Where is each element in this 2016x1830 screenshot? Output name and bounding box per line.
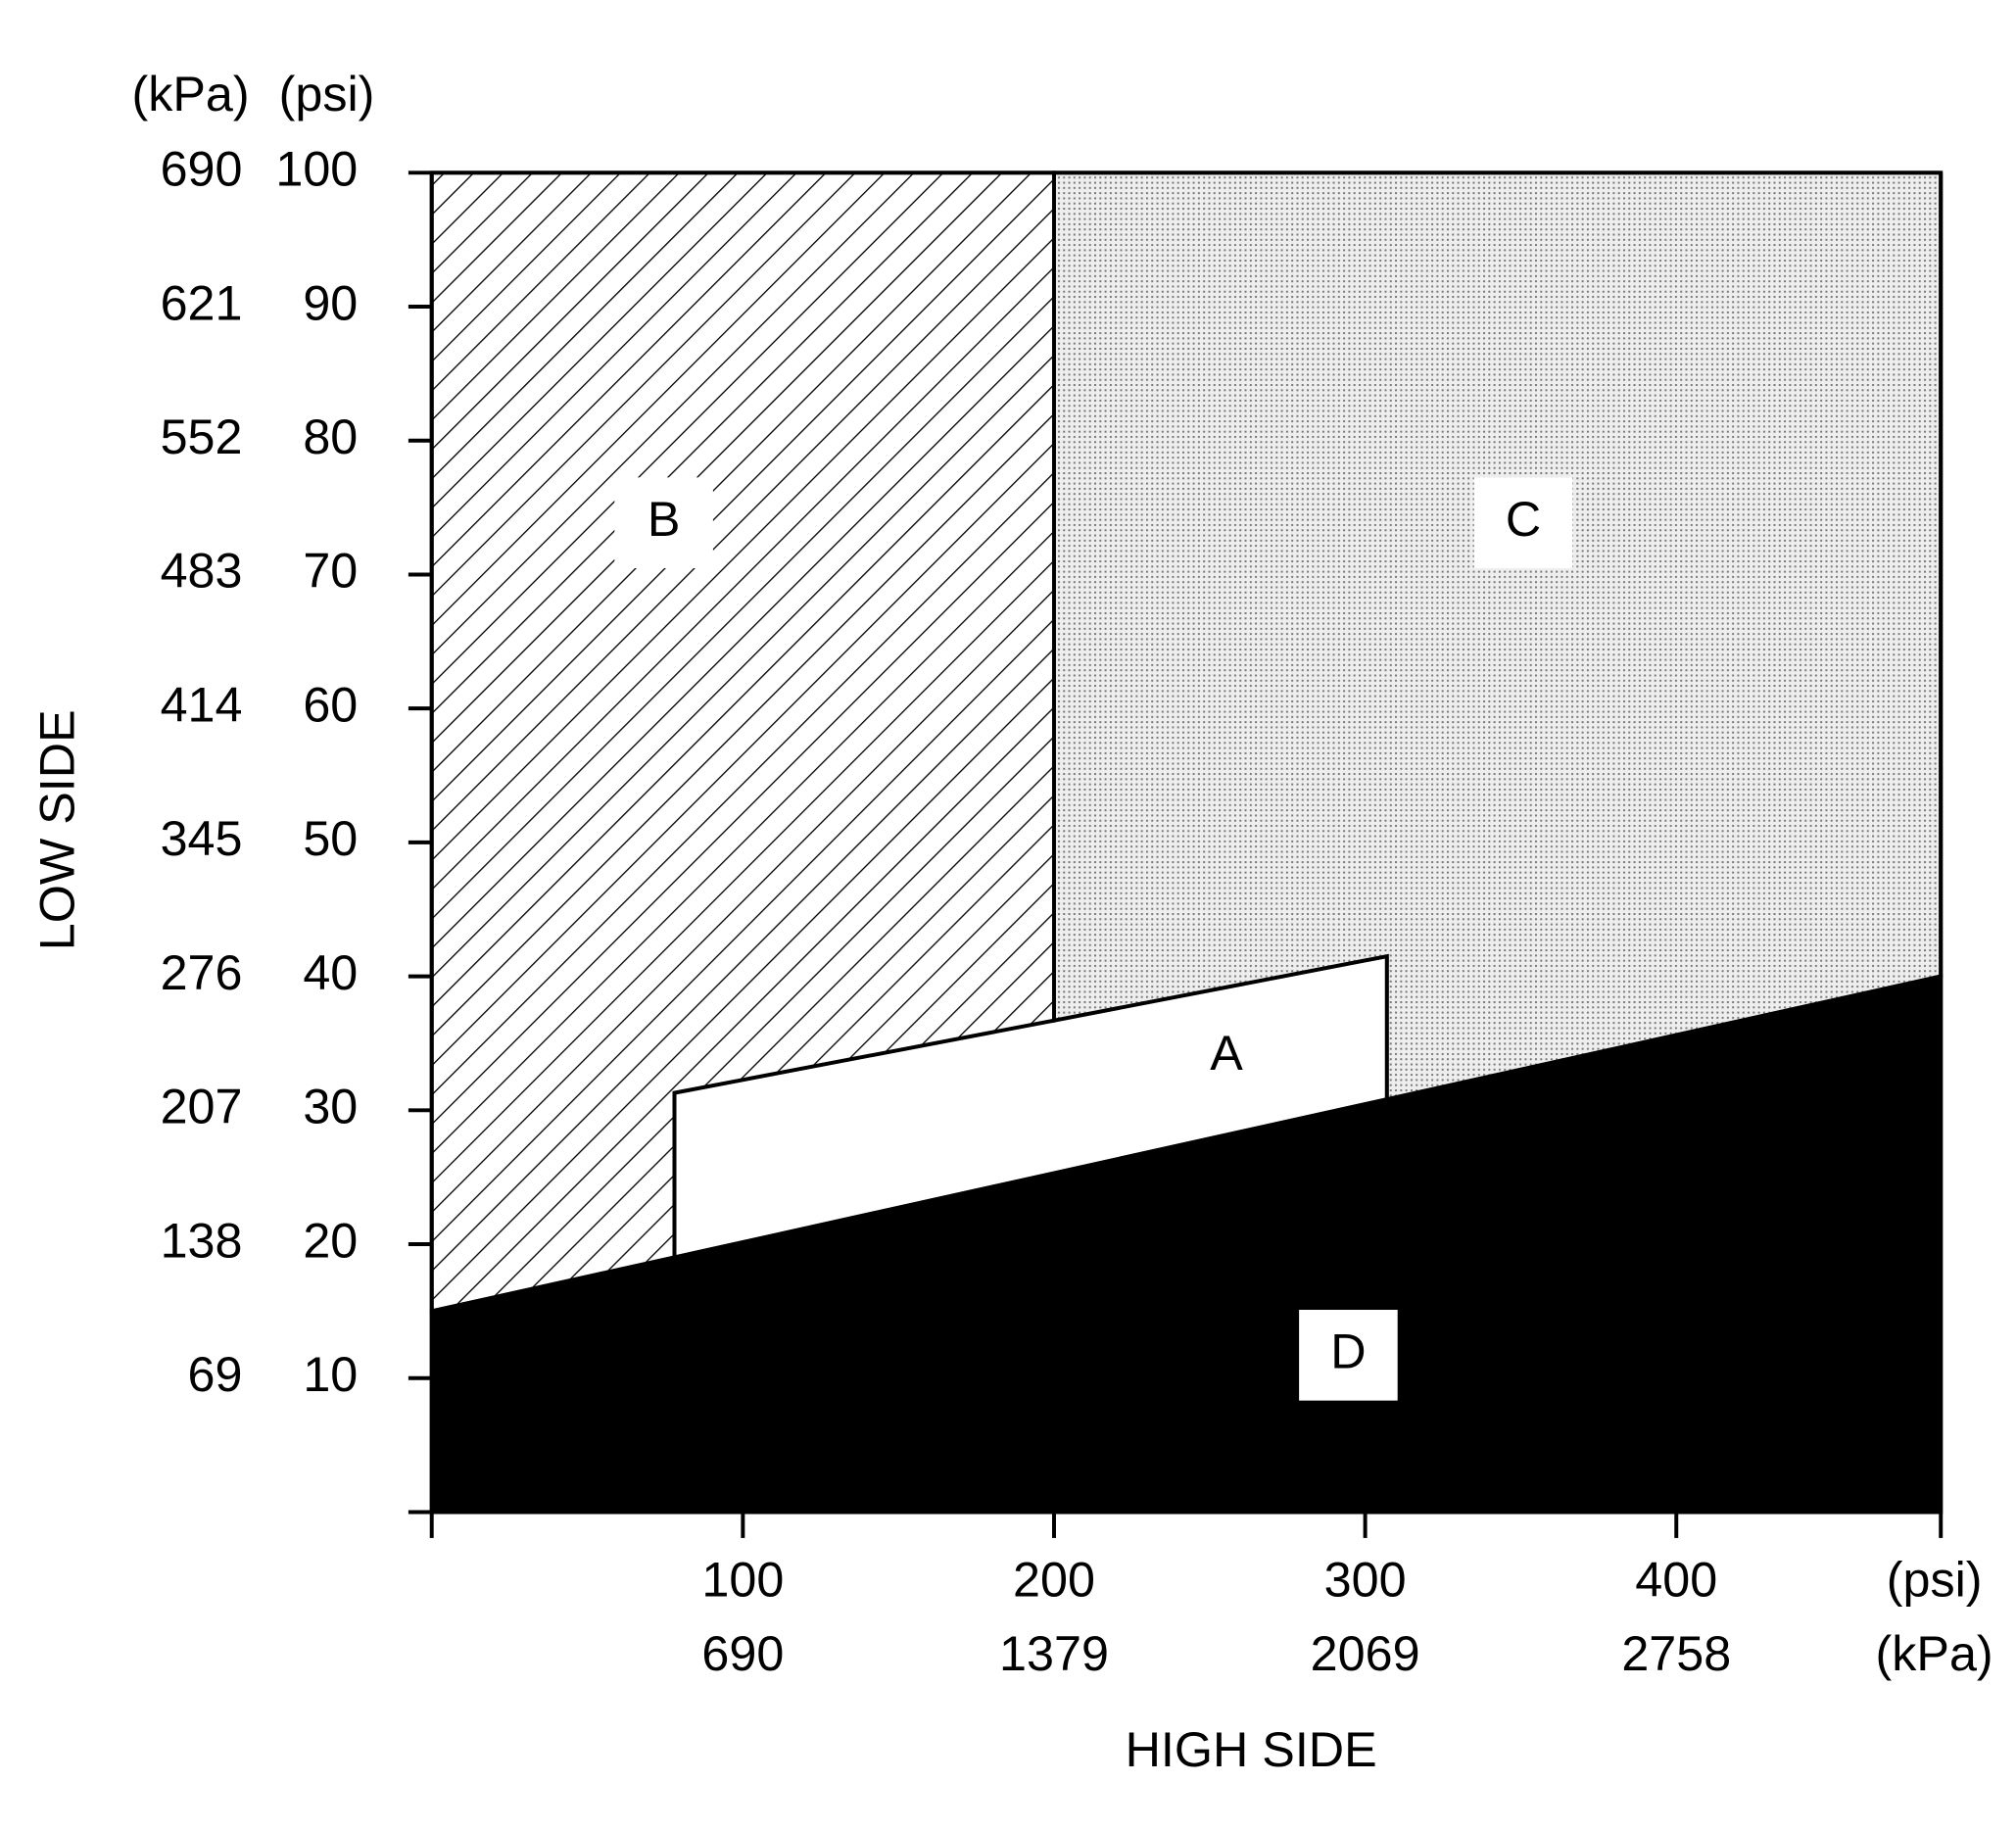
y-tick-label: 90 — [303, 274, 358, 330]
x-unit: (psi) — [1887, 1552, 1983, 1608]
y-tick-label-kpa: 345 — [161, 810, 243, 866]
y-tick-label: 70 — [303, 543, 358, 599]
region-label: D — [1330, 1324, 1366, 1379]
y-tick-label-kpa: 621 — [161, 274, 243, 330]
y-tick-label: 10 — [303, 1346, 358, 1402]
y-tick-label-kpa: 207 — [161, 1079, 243, 1134]
region — [1051, 170, 1944, 1102]
y-tick-label: 40 — [303, 944, 358, 1000]
y-tick-label-kpa: 552 — [161, 409, 243, 464]
y-tick-label: 20 — [303, 1212, 358, 1268]
y-tick-label-kpa: 138 — [161, 1212, 243, 1268]
x-tick-label-kpa: 690 — [701, 1625, 784, 1681]
x-tick-label-kpa: 2758 — [1621, 1625, 1731, 1681]
label-box — [1299, 1309, 1398, 1401]
region-label: B — [648, 491, 681, 547]
x-tick-label: 300 — [1324, 1552, 1407, 1608]
y-axis-title: LOW SIDE — [28, 709, 84, 950]
regions — [429, 170, 1944, 1515]
y-tick-label: 50 — [303, 810, 358, 866]
x-tick-label: 100 — [701, 1552, 784, 1608]
x-tick-label-kpa: 1379 — [999, 1625, 1109, 1681]
y-tick-label-kpa: 276 — [161, 944, 243, 1000]
y-tick-label-kpa: 690 — [161, 141, 243, 197]
x-axis-title: HIGH SIDE — [1126, 1721, 1377, 1777]
y-tick-label-kpa: 414 — [161, 676, 243, 732]
region-label: C — [1506, 491, 1541, 547]
y-unit: (psi) — [279, 66, 375, 121]
y-tick-label: 100 — [275, 141, 358, 197]
x-tick-label: 200 — [1013, 1552, 1095, 1608]
y-tick-label: 80 — [303, 409, 358, 464]
y-tick-label: 60 — [303, 676, 358, 732]
y-unit: (kPa) — [131, 66, 249, 121]
x-tick-label-kpa: 2069 — [1311, 1625, 1420, 1681]
x-tick-label: 400 — [1635, 1552, 1717, 1608]
x-unit: (kPa) — [1876, 1625, 1993, 1681]
label-box — [614, 477, 713, 568]
y-tick-label-kpa: 483 — [161, 543, 243, 599]
y-tick-label: 30 — [303, 1079, 358, 1134]
y-tick-label-kpa: 69 — [188, 1346, 243, 1402]
label-box — [1473, 477, 1573, 568]
region-label: A — [1210, 1025, 1243, 1081]
